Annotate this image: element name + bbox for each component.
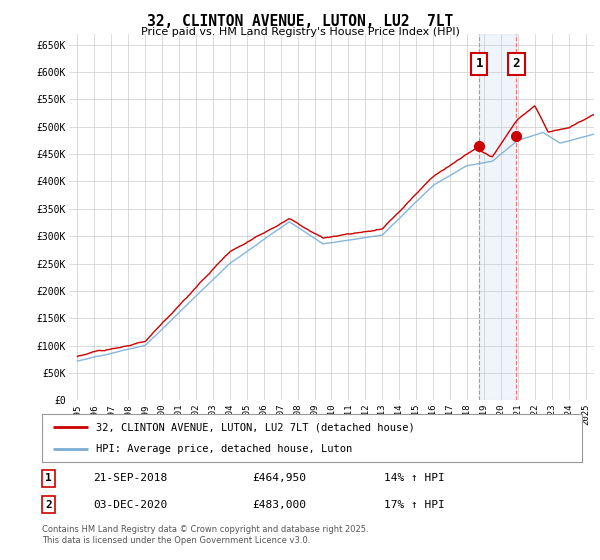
Text: Price paid vs. HM Land Registry's House Price Index (HPI): Price paid vs. HM Land Registry's House … xyxy=(140,27,460,37)
Text: 03-DEC-2020: 03-DEC-2020 xyxy=(93,500,167,510)
Text: 2: 2 xyxy=(512,57,520,70)
Text: 17% ↑ HPI: 17% ↑ HPI xyxy=(384,500,445,510)
Text: £464,950: £464,950 xyxy=(252,473,306,483)
Text: 32, CLINTON AVENUE, LUTON, LU2 7LT (detached house): 32, CLINTON AVENUE, LUTON, LU2 7LT (deta… xyxy=(96,422,415,432)
Text: £483,000: £483,000 xyxy=(252,500,306,510)
Text: 1: 1 xyxy=(45,473,52,483)
Text: 21-SEP-2018: 21-SEP-2018 xyxy=(93,473,167,483)
Text: 14% ↑ HPI: 14% ↑ HPI xyxy=(384,473,445,483)
Text: HPI: Average price, detached house, Luton: HPI: Average price, detached house, Luto… xyxy=(96,444,352,454)
Bar xyxy=(479,34,517,400)
Text: Contains HM Land Registry data © Crown copyright and database right 2025.
This d: Contains HM Land Registry data © Crown c… xyxy=(42,525,368,545)
Text: 1: 1 xyxy=(475,57,483,70)
Text: 32, CLINTON AVENUE, LUTON, LU2  7LT: 32, CLINTON AVENUE, LUTON, LU2 7LT xyxy=(147,14,453,29)
Text: 2: 2 xyxy=(45,500,52,510)
